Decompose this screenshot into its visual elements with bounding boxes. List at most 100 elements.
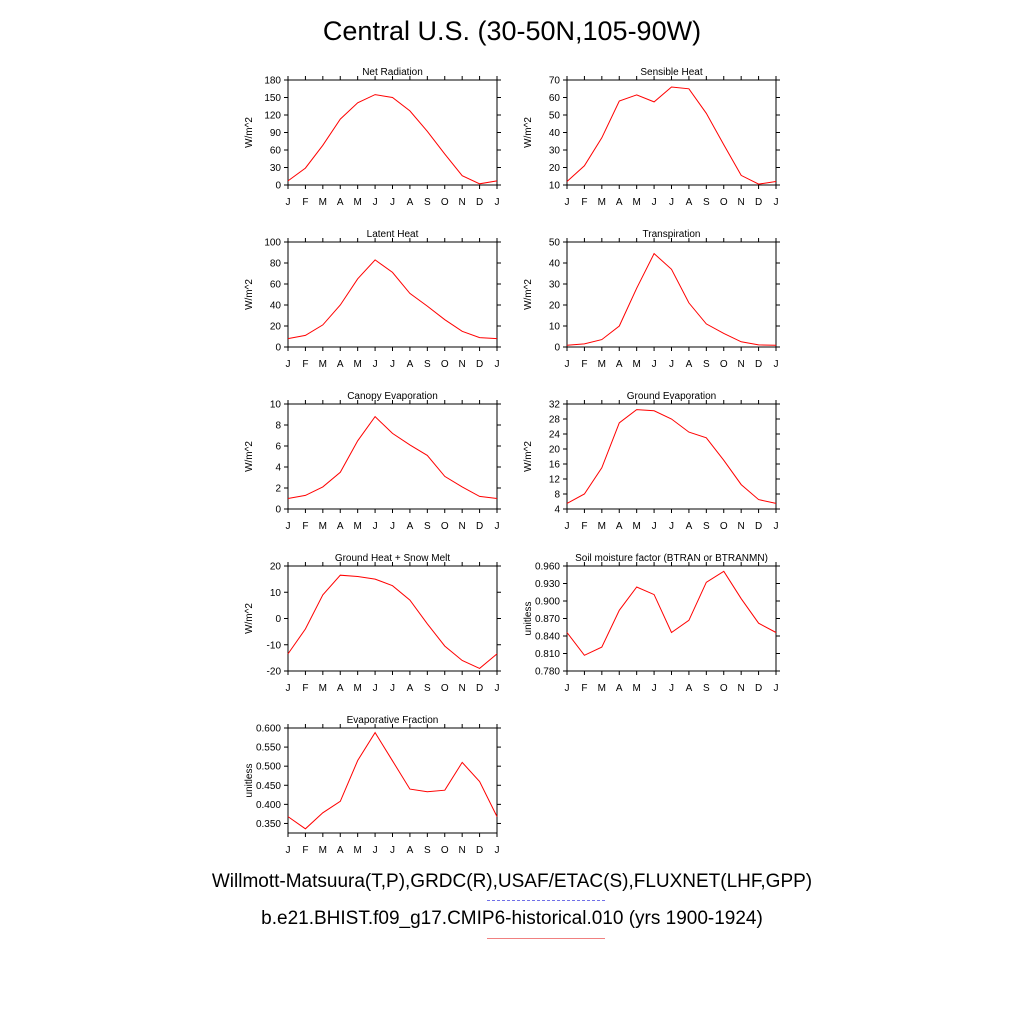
y-axis-label: W/m^2 — [244, 117, 255, 148]
x-tick-label: S — [424, 521, 431, 532]
x-tick-label: A — [616, 197, 623, 208]
y-tick-label: 0.600 — [256, 724, 281, 735]
y-tick-label: 0 — [275, 614, 281, 625]
panel-title: Net Radiation — [362, 67, 423, 78]
y-axis-label: W/m^2 — [523, 117, 534, 148]
y-tick-label: 12 — [549, 475, 561, 486]
x-tick-label: J — [286, 521, 291, 532]
series-line — [287, 731, 498, 830]
y-tick-label: 20 — [549, 163, 561, 174]
x-tick-label: J — [390, 197, 395, 208]
y-tick-label: 40 — [270, 301, 282, 312]
x-tick-label: M — [319, 845, 327, 856]
x-tick-label: J — [390, 359, 395, 370]
x-tick-label: F — [302, 521, 308, 532]
x-tick-label: N — [738, 683, 745, 694]
x-tick-label: J — [286, 845, 291, 856]
x-tick-label: S — [703, 197, 710, 208]
panel-title: Canopy Evaporation — [347, 391, 438, 402]
x-tick-label: F — [581, 521, 587, 532]
plot-frame — [287, 79, 498, 186]
x-tick-label: D — [755, 197, 762, 208]
x-tick-label: J — [286, 197, 291, 208]
x-tick-label: J — [565, 521, 570, 532]
x-tick-label: A — [686, 521, 693, 532]
x-tick-label: A — [616, 359, 623, 370]
x-tick-label: A — [407, 521, 414, 532]
x-tick-label: J — [286, 683, 291, 694]
y-axis-label: W/m^2 — [523, 279, 534, 310]
x-tick-label: O — [441, 683, 449, 694]
series-line — [566, 570, 777, 656]
x-tick-label: M — [319, 197, 327, 208]
y-tick-label: 32 — [549, 400, 561, 411]
x-tick-label: M — [632, 521, 640, 532]
plot-frame — [287, 241, 498, 348]
x-tick-label: J — [652, 521, 657, 532]
x-tick-label: D — [476, 197, 483, 208]
x-tick-label: N — [738, 197, 745, 208]
y-tick-label: 20 — [549, 301, 561, 312]
obs-legend-label: Willmott-Matsuura(T,P),GRDC(R),USAF/ETAC… — [211, 871, 813, 892]
chart-panel: Evaporative Fraction 0.350 0.400 0.450 0.500… — [244, 715, 501, 856]
x-tick-label: A — [616, 521, 623, 532]
x-tick-label: F — [302, 359, 308, 370]
y-tick-label: 20 — [270, 562, 282, 573]
obs-legend-swatch — [487, 900, 605, 901]
x-tick-label: O — [441, 197, 449, 208]
x-tick-label: O — [720, 359, 728, 370]
x-tick-label: A — [337, 521, 344, 532]
x-tick-label: S — [703, 359, 710, 370]
x-tick-label: J — [373, 359, 378, 370]
model-legend-swatch — [487, 938, 605, 939]
x-tick-label: O — [720, 197, 728, 208]
plot-frame — [287, 727, 498, 834]
x-tick-label: J — [669, 359, 674, 370]
x-tick-label: J — [565, 359, 570, 370]
panel-title: Soil moisture factor (BTRAN or BTRANMN) — [575, 553, 768, 564]
x-tick-label: J — [390, 845, 395, 856]
y-tick-label: 0.810 — [535, 649, 560, 660]
y-tick-label: 0.930 — [535, 579, 560, 590]
panel-title: Sensible Heat — [640, 67, 702, 78]
x-tick-label: A — [407, 197, 414, 208]
series-line — [287, 415, 498, 499]
y-tick-label: 8 — [554, 490, 560, 501]
page-title: Central U.S. (30-50N,105-90W) — [322, 16, 702, 46]
x-tick-label: J — [774, 683, 779, 694]
y-tick-label: 0 — [554, 343, 560, 354]
plot-frame — [566, 79, 777, 186]
x-tick-label: N — [459, 683, 466, 694]
y-tick-label: 0.840 — [535, 632, 560, 643]
x-tick-label: A — [616, 683, 623, 694]
x-tick-label: J — [669, 521, 674, 532]
x-tick-label: J — [669, 683, 674, 694]
x-tick-label: J — [495, 521, 500, 532]
x-tick-label: J — [373, 845, 378, 856]
x-tick-label: F — [581, 683, 587, 694]
panel-title: Transpiration — [643, 229, 701, 240]
chart-panel: Soil moisture factor (BTRAN or BTRANMN) 0… — [523, 553, 780, 694]
x-tick-label: M — [598, 359, 606, 370]
x-tick-label: O — [720, 683, 728, 694]
y-tick-label: 4 — [275, 463, 281, 474]
plot-frame — [287, 565, 498, 672]
x-tick-label: J — [669, 197, 674, 208]
x-tick-label: D — [476, 845, 483, 856]
y-axis-label: W/m^2 — [244, 279, 255, 310]
y-tick-label: 0 — [275, 181, 281, 192]
y-axis-label: unitless — [244, 764, 255, 798]
panel-title: Ground Heat + Snow Melt — [335, 553, 451, 564]
x-tick-label: F — [302, 683, 308, 694]
y-tick-label: 6 — [275, 442, 281, 453]
x-tick-label: M — [598, 683, 606, 694]
x-tick-label: J — [495, 359, 500, 370]
x-tick-label: F — [302, 845, 308, 856]
x-tick-label: M — [598, 521, 606, 532]
y-tick-label: 60 — [549, 93, 561, 104]
